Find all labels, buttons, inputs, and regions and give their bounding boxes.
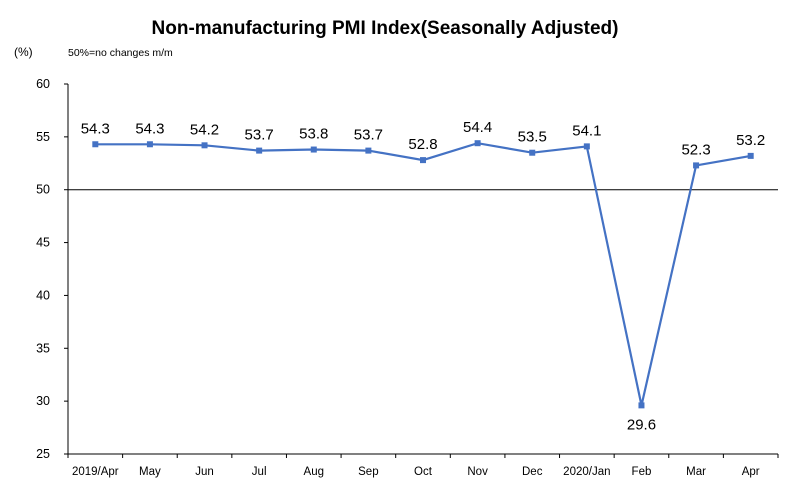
data-point-marker [310, 146, 317, 153]
x-tick-label: Aug [304, 466, 324, 478]
x-axis-ticks: 2019/Apr May Jun Jul Aug Sep Oct Nov Dec 2020/Jan… [67, 454, 779, 478]
x-tick-label: May [139, 466, 161, 478]
data-point-marker [92, 141, 99, 148]
series-line [95, 142, 751, 406]
data-point-marker [747, 152, 754, 159]
data-labels: 54.3 54.3 54.2 53.7 53.8 53.7 52.8 54.4 53.5 54.1… [81, 119, 766, 433]
y-tick-label: 25 [36, 447, 50, 461]
data-label: 52.3 [681, 141, 710, 158]
series-markers [92, 140, 754, 409]
data-point-marker [638, 402, 645, 409]
data-point-marker [583, 143, 590, 150]
y-tick-label: 35 [36, 341, 50, 355]
data-point-marker [420, 157, 426, 164]
data-label: 53.7 [245, 127, 274, 144]
data-label: 54.3 [81, 120, 110, 137]
data-point-marker [693, 162, 700, 169]
data-label: 54.2 [190, 121, 219, 138]
x-tick-label: Jun [195, 466, 214, 478]
y-tick-label: 45 [36, 236, 50, 250]
data-label: 53.7 [354, 127, 383, 144]
y-tick-label: 40 [36, 288, 50, 302]
data-point-marker [146, 141, 153, 148]
x-tick-label: 2019/Apr [72, 466, 119, 478]
y-tick-label: 55 [36, 130, 50, 144]
y-tick-label: 50 [36, 183, 50, 197]
y-tick-label: 30 [36, 394, 50, 408]
data-label: 54.1 [572, 122, 601, 139]
x-tick-label: Feb [632, 466, 652, 478]
y-axis-ticks: 60 55 50 45 40 35 30 25 [36, 77, 68, 461]
data-point-marker [256, 147, 263, 154]
x-tick-label: Sep [358, 466, 378, 478]
data-point-marker [365, 147, 372, 154]
data-point-marker [529, 149, 536, 156]
data-label: 54.3 [135, 120, 164, 137]
y-axis-unit: (%) [14, 45, 33, 59]
data-label: 29.6 [627, 416, 656, 433]
x-tick-label: Jul [252, 466, 267, 478]
chart-title: Non-manufacturing PMI Index(Seasonally A… [152, 18, 619, 39]
x-tick-label: Nov [467, 466, 488, 478]
x-tick-label: Apr [742, 466, 760, 478]
data-label: 53.8 [299, 126, 328, 143]
x-tick-label: Dec [522, 466, 543, 478]
y-tick-label: 60 [36, 77, 50, 91]
chart-annotation: 50%=no changes m/m [68, 47, 173, 59]
data-label: 53.5 [518, 129, 547, 146]
data-label: 53.2 [736, 132, 765, 149]
x-tick-label: 2020/Jan [563, 466, 610, 478]
data-label: 54.4 [463, 119, 492, 136]
x-tick-label: Oct [414, 466, 433, 478]
data-point-marker [474, 140, 481, 147]
data-label: 52.8 [408, 136, 437, 153]
data-point-marker [201, 142, 208, 149]
x-tick-label: Mar [686, 466, 706, 478]
